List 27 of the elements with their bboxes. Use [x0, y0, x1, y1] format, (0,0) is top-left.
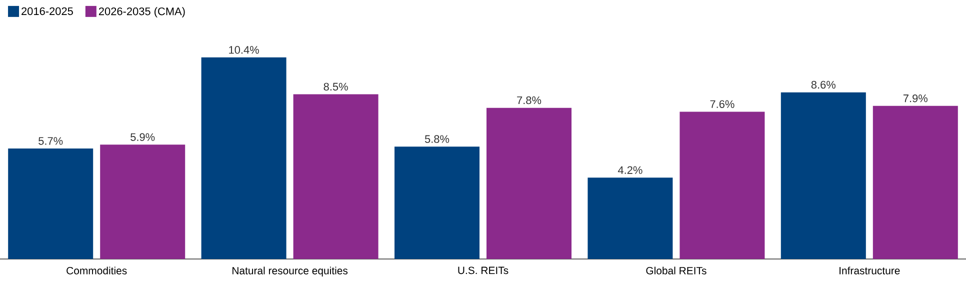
data-label: 7.8% [517, 96, 542, 104]
x-tick-label: U.S. REITs [458, 266, 508, 274]
data-label: 7.6% [710, 100, 734, 108]
x-tick-label: Global REITs [646, 266, 706, 274]
x-tick-label: Commodities [66, 266, 127, 274]
bar [680, 112, 765, 259]
data-label: 8.6% [811, 80, 836, 89]
legend-label: 2026-2035 (CMA) [98, 7, 185, 18]
bar [780, 92, 866, 259]
data-label: 5.7% [38, 137, 63, 145]
data-label: 4.2% [618, 166, 642, 174]
data-label: 10.4% [229, 46, 259, 54]
data-label: 8.5% [324, 82, 348, 91]
data-label: 7.9% [903, 94, 928, 102]
data-label: 5.9% [130, 133, 155, 141]
bar [394, 146, 480, 259]
legend-label: 2016-2025 [22, 7, 73, 16]
bar [293, 94, 378, 259]
bar [588, 178, 673, 259]
x-tick-label: Infrastructure [840, 266, 900, 274]
x-tick-label: Natural resource equities [232, 266, 348, 276]
bar [201, 57, 286, 259]
bar [872, 106, 958, 259]
bar [8, 148, 94, 259]
bar [100, 144, 186, 259]
bar [486, 108, 572, 259]
data-label: 5.8% [424, 135, 450, 143]
